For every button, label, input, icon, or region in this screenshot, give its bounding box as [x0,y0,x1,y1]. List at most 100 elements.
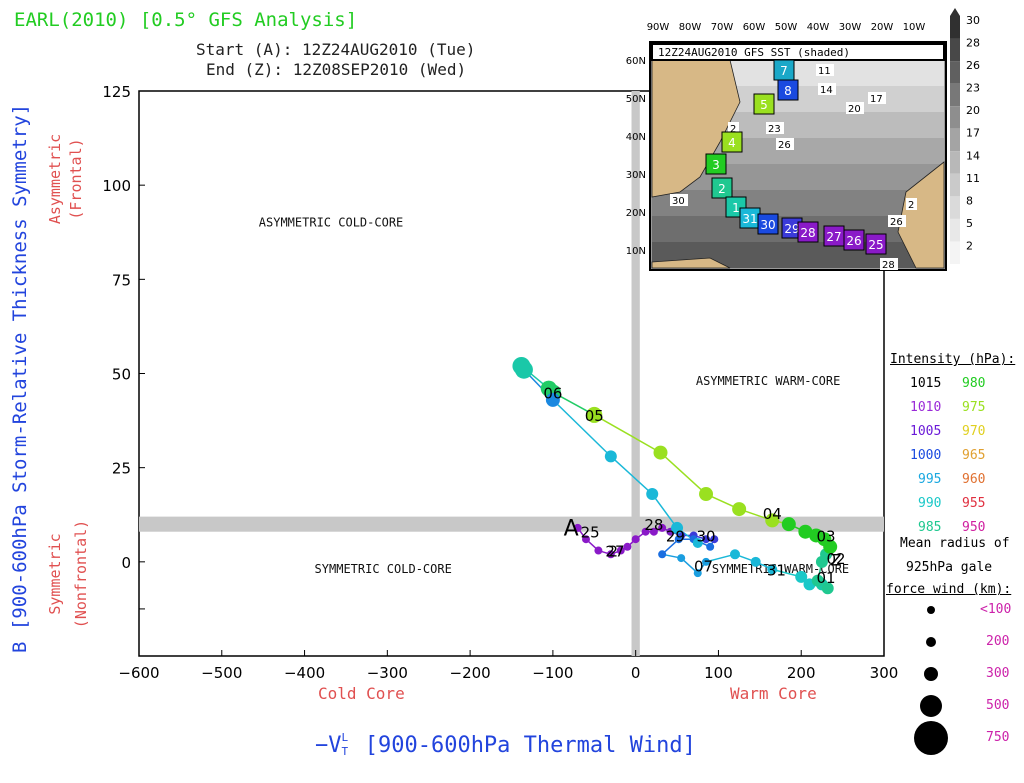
track-point [658,550,667,559]
legend-pressure-b: 950 [962,520,986,535]
x-tick-label: 200 [787,664,816,682]
x-axis-label: −V L T [900-600hPa Thermal Wind] [262,708,696,783]
day-label: 29 [666,527,685,545]
colorbar-cell [950,106,960,129]
colorbar-cell [950,218,960,242]
track-segment [651,493,678,529]
track-point [649,527,658,536]
colorbar-cell [950,16,960,39]
day-label: 02 [826,550,845,568]
storm-position-marker [757,213,779,235]
colorbar-cell [950,196,960,219]
day-label: 30 [696,527,715,545]
colorbar-cell [950,151,960,174]
legend-pressure-a: 995 [918,472,942,487]
track-point [781,517,796,532]
storm-position-marker [797,221,819,243]
x-tick-label: −100 [532,664,573,682]
start-marker: A [564,516,579,541]
inset-lon-label: 20W [871,22,894,33]
x-tick-label: 100 [704,664,733,682]
sst-label-bg [846,102,864,114]
sst-label: 17 [870,94,883,105]
radius-label: 750 [986,730,1010,745]
radius-title-3: force wind (km): [886,582,1012,597]
sst-label: 30 [672,196,685,207]
track-point [750,556,761,567]
radius-label: <100 [980,602,1012,617]
track-point [573,523,582,532]
sst-label: 28 [882,260,895,271]
south-america-land [651,257,731,269]
colorbar-cell [950,38,960,62]
storm-position-label: 5 [760,98,768,112]
colorbar-label: 8 [966,194,973,207]
inset-lon-label: 80W [679,22,702,33]
sst-label-bg [880,258,898,270]
chart-title: EARL(2010) [0.5° GFS Analysis] [14,9,358,31]
radius-label: 200 [986,634,1010,649]
day-label: 03 [817,527,836,545]
day-label: 2 [609,543,619,561]
day-label: 28 [644,516,663,534]
radius-dot [914,721,948,755]
legend-pressure-a: 1015 [910,376,942,391]
day-label: 01 [817,569,836,587]
inset-lon-label: 40W [807,22,830,33]
inset-title: 12Z24AUG2010 GFS SST (shaded) [658,46,850,59]
colorbar-label: 17 [966,127,980,140]
start-time: Start (A): 12Z24AUG2010 (Tue) [196,40,476,59]
track-point [809,528,824,543]
inset-lat-label: 40N [626,132,646,143]
inset-lon-label: 90W [647,22,670,33]
sst-label-bg [670,194,688,206]
legend-pressure-b: 955 [962,496,986,511]
day-label: 04 [763,505,782,523]
track-segment [552,399,612,457]
sst-label: 2 [908,200,914,211]
inset-lat-label: 20N [626,208,646,219]
sst-band [652,190,944,216]
track-segment [610,455,653,495]
x-axis-label-v: −V [314,733,342,758]
sst-label-bg [766,122,784,134]
track-point [653,445,668,460]
track-point [586,406,603,423]
legend-pressure-b: 980 [962,376,986,391]
storm-position-marker [711,177,733,199]
storm-position-marker [753,93,775,115]
sst-label: 26 [778,140,791,151]
inset-lon-label: 10W [903,22,926,33]
day-label: 31 [767,561,786,579]
end-marker: Z [831,551,842,570]
track-point [623,542,632,551]
track-point [702,535,711,544]
track-point [811,574,824,587]
track-point [606,550,615,559]
inset-lat-label: 10N [626,246,646,257]
day-label: 25 [581,524,600,542]
colorbar-label: 2 [966,239,973,252]
storm-position-label: 28 [800,226,815,240]
track-point [646,488,659,501]
x-warm-core-label: Warm Core [730,684,817,703]
x-tick-label: −200 [450,664,491,682]
sst-label-bg [816,64,834,76]
sst-label-bg [818,83,836,95]
radius-dot [924,667,938,681]
legend-pressure-a: 1000 [910,448,942,463]
track-segment [593,414,661,454]
track-point [545,392,560,407]
track-point [582,535,590,544]
colorbar-label: 30 [966,14,980,27]
radius-dot [926,637,936,647]
quadrant-asym-warm: ASYMMETRIC WARM-CORE [696,374,841,388]
track-point [710,535,719,544]
horizontal-band [139,516,884,532]
storm-position-label: 30 [760,218,775,232]
track-point [732,502,747,517]
radius-title-1: Mean radius of [900,536,1010,551]
track-point [616,546,625,555]
track-point [641,527,650,536]
